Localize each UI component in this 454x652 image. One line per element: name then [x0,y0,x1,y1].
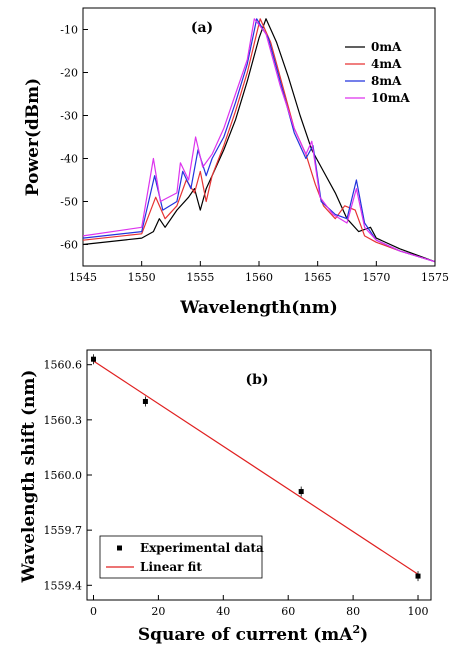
panel-a-y-tick-label: -40 [60,153,78,166]
panel-a-y-tick-label: -30 [60,110,78,123]
panel-b-ticks: 0 20 40 60 80 100 1559.4 1559.7 1560.0 1560.3 1560… [44,359,429,618]
panel-a-y-axis-title: Power(dBm) [23,78,43,196]
panel-b-x-tick-label: 100 [408,605,429,618]
panel-b-fit-group [93,360,419,575]
panel-b-x-tick-label: 80 [346,605,360,618]
legend-swatch-experimental-data [117,545,122,551]
panel-a-y-tick-label: -60 [60,239,78,252]
panel-b-y-axis-title: Wavelength shift (nm) [19,370,39,584]
panel-b-y-tick-label: 1560.3 [44,414,83,427]
legend-label-10mA: 10mA [371,91,410,105]
panel-a-x-tick-label: 1550 [128,271,156,284]
legend-label-experimental-data: Experimental data [140,541,264,555]
panel-b-x-axis-title: Square of current (mA2) [138,623,368,645]
series-line-8mA [82,18,436,263]
panel-a-y-tick-label: -20 [60,67,78,80]
legend-label-8mA: 8mA [371,74,402,88]
series-line-10mA [82,18,436,263]
data-point [415,573,421,579]
panel-a-label: (a) [191,20,213,36]
panel-b-label: (b) [245,372,268,388]
series-line-0mA [82,18,436,263]
panel-a-y-tick-label: -10 [60,24,78,37]
panel-b-y-tick-label: 1560.6 [44,359,83,372]
data-point [298,489,304,495]
panel-a-x-tick-label: 1570 [362,271,390,284]
panel-b-points-group [90,354,421,582]
panel-b-x-tick-label: 0 [90,605,97,618]
panel-b-x-axis-title-sup: 2 [352,623,360,636]
panel-b-x-tick-label: 60 [281,605,295,618]
panel-a-legend: 0mA 4mA 8mA 10mA [345,40,410,105]
legend-label-linear-fit: Linear fit [140,560,202,574]
panel-b-wavelength-shift-chart: 0 20 40 60 80 100 1559.4 1559.7 1560.0 1560.3 1560… [19,349,432,645]
panel-b-y-tick-label: 1560.0 [44,469,83,482]
legend-label-0mA: 0mA [371,40,402,54]
panel-b-x-axis-title-end: ) [360,625,368,645]
panel-a-x-tick-label: 1555 [186,271,214,284]
panel-b-x-tick-label: 20 [151,605,165,618]
panel-b-x-tick-label: 40 [216,605,230,618]
panel-a-y-tick-label: -50 [60,196,78,209]
panel-b-legend-box [99,535,263,579]
panel-a-ticks: 1545 1550 1555 1560 1565 1570 1575 -60 -50 -40 -30… [60,24,449,285]
panel-a-x-tick-label: 1545 [69,271,97,284]
panel-a-x-tick-label: 1565 [304,271,332,284]
panel-a-spectrum-chart: 1545 1550 1555 1560 1565 1570 1575 -60 -50 -40 -30… [23,7,449,318]
panel-b-x-axis-title-main: Square of current (mA [138,625,353,645]
legend-label-4mA: 4mA [371,57,402,71]
panel-a-x-tick-label: 1560 [245,271,273,284]
panel-b-legend: Experimental data Linear fit [99,535,264,579]
data-point [142,398,148,404]
data-point [90,356,96,362]
series-line-4mA [82,18,436,263]
panel-a-series-group [82,18,436,263]
panel-b-y-tick-label: 1559.4 [44,579,83,592]
panel-a-x-axis-title: Wavelength(nm) [179,298,338,318]
panel-a-x-tick-label: 1575 [421,271,449,284]
linear-fit-line [93,360,419,575]
panel-b-y-tick-label: 1559.7 [44,524,83,537]
